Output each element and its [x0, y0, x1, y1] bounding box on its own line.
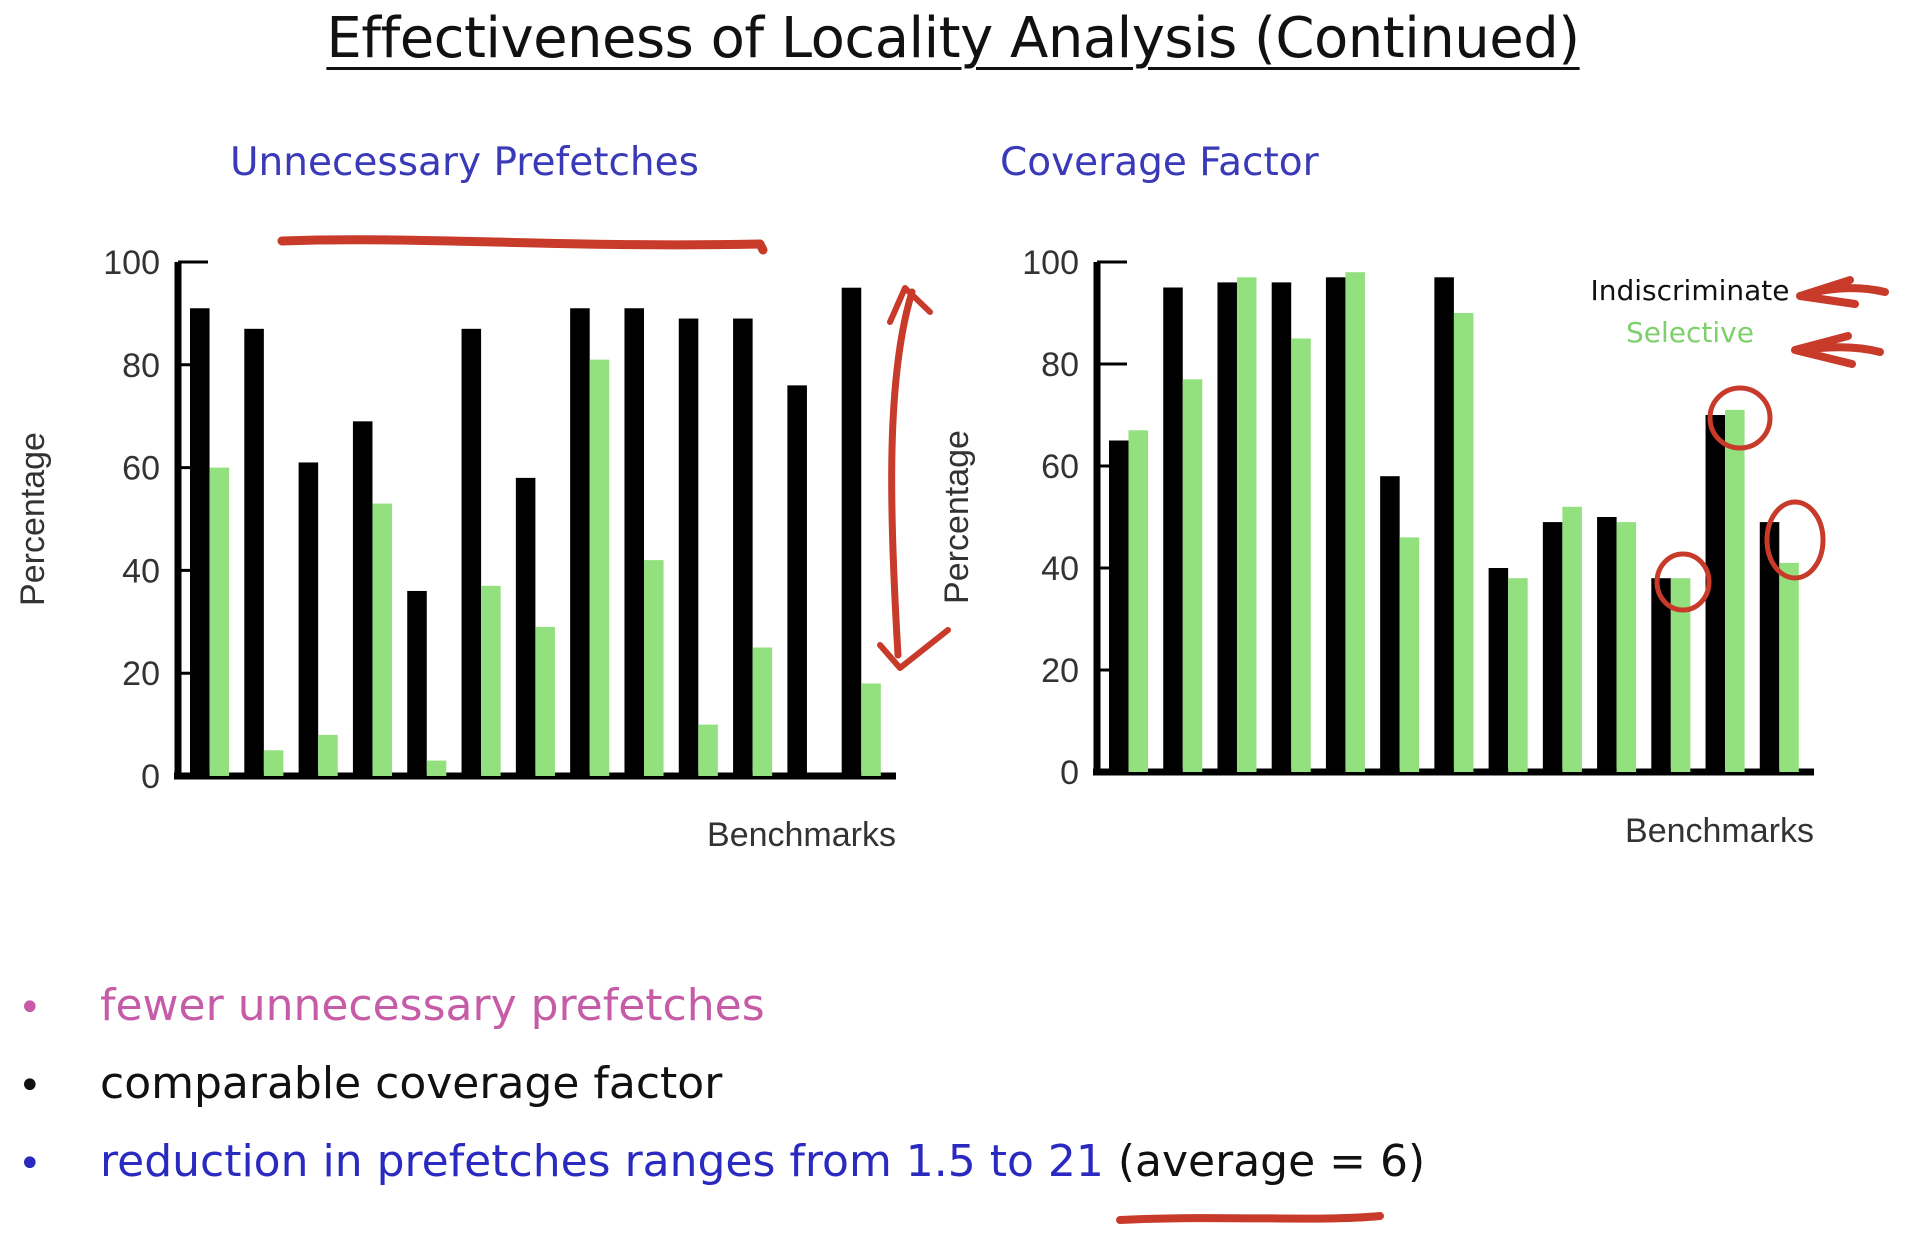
bar-selective [1399, 537, 1420, 772]
bullet-text: fewer unnecessary prefetches [100, 980, 765, 1031]
bullet-text: reduction in prefetches ranges from 1.5 … [100, 1136, 1104, 1187]
bar-indiscriminate [1488, 568, 1509, 772]
y-tick-label: 40 [122, 552, 160, 590]
bar-selective [426, 760, 447, 776]
bullet-average-text: (average = 6) [1103, 1136, 1426, 1187]
slide-title: Effectiveness of Locality Analysis (Cont… [0, 6, 1906, 71]
bar-selective [589, 359, 610, 776]
bar-selective [1182, 379, 1203, 772]
bar-indiscriminate [461, 328, 482, 776]
bullet-text-with-average: reduction in prefetches ranges from 1.5 … [100, 1136, 1425, 1188]
bar-indiscriminate [352, 421, 373, 776]
bar-selective [861, 683, 881, 776]
bullet-text: comparable coverage factor [100, 1058, 723, 1109]
bar-selective [1453, 313, 1474, 772]
y-tick-label: 40 [1041, 550, 1079, 588]
bar-indiscriminate [1434, 277, 1454, 772]
bar-selective [752, 647, 773, 776]
y-axis-label: Percentage [938, 430, 976, 604]
y-tick-label: 20 [1041, 652, 1079, 690]
bar-indiscriminate [244, 328, 264, 776]
y-tick-label: 80 [122, 347, 160, 385]
bar-indiscriminate [1217, 282, 1237, 772]
bar-selective [1345, 272, 1365, 772]
bar-indiscriminate [407, 590, 427, 776]
bar-selective [1291, 338, 1311, 772]
y-tick-label: 60 [1041, 448, 1079, 486]
bar-indiscriminate [624, 308, 645, 776]
bar-indiscriminate [1705, 415, 1726, 772]
x-axis-label: Benchmarks [707, 816, 896, 854]
slide-title-text: Effectiveness of Locality Analysis (Cont… [326, 6, 1580, 71]
x-axis-label: Benchmarks [1625, 812, 1814, 850]
bar-selective [698, 724, 718, 776]
bar-selective [1670, 578, 1691, 772]
bar-selective [1562, 506, 1582, 772]
bar-selective [644, 560, 664, 776]
bullet-dot: • [18, 985, 42, 1031]
bar-indiscriminate [1380, 476, 1400, 772]
bar-indiscriminate [841, 287, 862, 776]
bar-indiscriminate [570, 308, 590, 776]
bar-selective [318, 734, 338, 776]
bar-indiscriminate [787, 385, 807, 776]
y-tick-label: 0 [1060, 754, 1079, 792]
bar-selective [1236, 277, 1257, 772]
bar-selective [481, 585, 501, 776]
bar-selective [1725, 409, 1745, 772]
bar-indiscriminate [1651, 578, 1671, 772]
chart-title-coverage-factor: Coverage Factor [1000, 140, 1319, 185]
bar-indiscriminate [298, 462, 319, 776]
y-tick-label: 100 [1022, 244, 1079, 282]
bar-indiscriminate [1759, 522, 1780, 772]
bar-selective [1508, 578, 1528, 772]
bar-indiscriminate [1163, 287, 1183, 772]
bar-selective [1616, 522, 1637, 772]
y-tick-label: 60 [122, 450, 160, 488]
y-tick-label: 80 [1041, 346, 1079, 384]
bar-selective [263, 750, 284, 776]
bar-indiscriminate [190, 308, 210, 776]
bullet-dot: • [18, 1063, 42, 1109]
y-tick-label: 100 [103, 244, 160, 282]
bar-selective [1128, 430, 1149, 772]
bar-indiscriminate [1271, 282, 1292, 772]
bar-selective [372, 503, 393, 776]
bar-selective [209, 467, 230, 776]
bar-selective [1779, 562, 1799, 772]
y-tick-label: 0 [141, 758, 160, 796]
bar-indiscriminate [1542, 522, 1563, 772]
legend-selective: Selective [1626, 316, 1754, 349]
bar-indiscriminate [515, 477, 536, 776]
bar-selective [535, 626, 555, 776]
bullet-dot: • [18, 1141, 42, 1187]
bar-indiscriminate [1597, 517, 1617, 772]
legend-indiscriminate: Indiscriminate [1591, 274, 1790, 307]
bar-indiscriminate [1325, 277, 1346, 772]
bar-indiscriminate [1109, 440, 1129, 772]
bar-indiscriminate [733, 318, 753, 776]
y-axis-label: Percentage [14, 432, 52, 606]
y-tick-label: 20 [122, 655, 160, 693]
bar-indiscriminate [678, 318, 699, 776]
